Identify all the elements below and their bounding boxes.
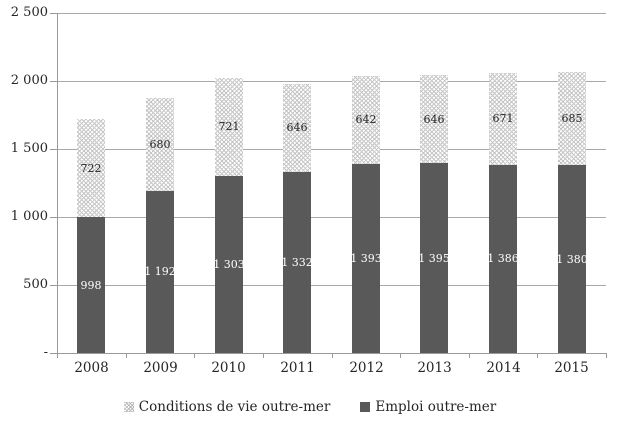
y-tick-label: 2 500 [10,5,48,20]
bar-value-label-conditions-de-vie: 685 [561,112,583,125]
bar-value-label-emploi: 998 [80,279,102,292]
x-tick-label: 2012 [349,360,384,376]
bar-value-label-emploi: 1 393 [350,252,382,265]
bar-value-label-emploi: 1 395 [418,252,450,265]
bar-value-label-emploi: 1 303 [213,258,245,271]
bar-segment-conditions-de-vie [215,78,243,176]
bar-segment-emploi [283,172,311,353]
x-axis-tick [126,353,127,358]
bar-segment-emploi [352,164,380,353]
x-axis-tick [469,353,470,358]
legend-item-conditions-de-vie: Conditions de vie outre-mer [123,399,331,415]
bar-value-label-conditions-de-vie: 642 [355,113,377,126]
bar-value-label-emploi: 1 380 [556,253,588,266]
x-tick-label: 2009 [143,360,178,376]
bar-segment-conditions-de-vie [283,84,311,172]
bar-value-label-conditions-de-vie: 646 [423,113,445,126]
bar-value-label-conditions-de-vie: 671 [492,112,514,125]
y-tick-label: 1 000 [10,209,48,224]
solid-swatch-icon [360,402,371,412]
x-tick-label: 2014 [486,360,521,376]
bar-segment-conditions-de-vie [146,98,174,191]
y-axis-tick [50,353,57,354]
x-tick-label: 2011 [280,360,315,376]
gridline [57,13,606,14]
x-tick-label: 2008 [74,360,109,376]
bar-segment-emploi [146,191,174,353]
gridline [57,81,606,82]
bar-segment-conditions-de-vie [420,75,448,163]
bar-value-label-conditions-de-vie: 680 [149,138,171,151]
y-axis-tick [50,13,57,14]
bar-segment-conditions-de-vie [352,76,380,164]
x-axis-tick [332,353,333,358]
bar-value-label-emploi: 1 332 [281,256,313,269]
y-axis-tick [50,217,57,218]
bar-segment-emploi [77,217,105,353]
bar-segment-emploi [420,163,448,353]
bar-segment-emploi [215,176,243,353]
bar-segment-conditions-de-vie [558,72,586,165]
y-axis-tick [50,285,57,286]
y-tick-label: - [43,345,48,360]
gridline [57,149,606,150]
x-axis-tick [606,353,607,358]
y-axis-tick [50,81,57,82]
bar-value-label-conditions-de-vie: 722 [80,162,102,175]
y-tick-label: 1 500 [10,141,48,156]
bar-segment-emploi [558,165,586,353]
legend-item-emploi: Emploi outre-mer [360,399,496,415]
x-tick-label: 2013 [417,360,452,376]
y-tick-label: 2 000 [10,73,48,88]
bar-value-label-emploi: 1 386 [487,252,519,265]
legend-label-emploi: Emploi outre-mer [375,399,497,415]
x-axis-tick [263,353,264,358]
y-axis-tick [50,149,57,150]
bar-segment-conditions-de-vie [489,73,517,165]
gridline [57,285,606,286]
bar-value-label-emploi: 1 192 [144,265,176,278]
x-tick-label: 2015 [554,360,589,376]
x-axis-tick [400,353,401,358]
chart-legend: Conditions de vie outre-mer Emploi outre… [0,397,620,417]
gridline [57,217,606,218]
x-axis-tick [537,353,538,358]
legend-label-conditions-de-vie: Conditions de vie outre-mer [138,399,331,415]
bar-segment-conditions-de-vie [77,119,105,217]
bar-value-label-conditions-de-vie: 721 [218,120,240,133]
x-tick-label: 2010 [211,360,246,376]
y-axis-line [57,13,58,358]
bar-segment-emploi [489,165,517,353]
hatched-swatch-icon [123,402,134,412]
x-axis-line [57,353,607,354]
x-axis-tick [194,353,195,358]
bar-value-label-conditions-de-vie: 646 [286,121,308,134]
y-tick-label: 500 [23,277,48,292]
